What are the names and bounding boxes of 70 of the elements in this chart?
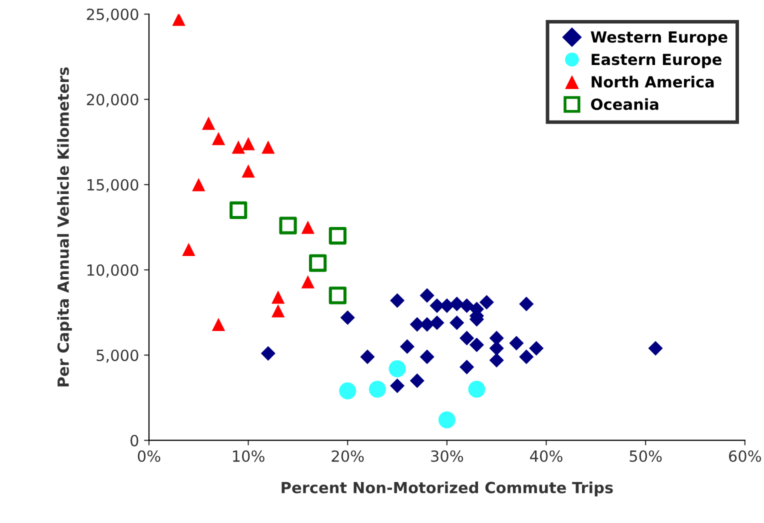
- point: [328, 226, 346, 245]
- point: [489, 330, 504, 346]
- point: [339, 382, 356, 400]
- point: [460, 360, 474, 374]
- x-tick-label: 60%: [728, 450, 762, 462]
- point: [410, 317, 424, 332]
- legend-label: Western Europe: [590, 31, 728, 46]
- point: [242, 164, 255, 178]
- point: [340, 310, 355, 325]
- point: [400, 339, 414, 354]
- legend-label: Oceania: [591, 98, 658, 110]
- point: [272, 290, 285, 304]
- point: [301, 275, 314, 288]
- legend-label: Eastern Europe: [592, 54, 722, 68]
- legend-label: North America: [592, 76, 714, 88]
- point: [262, 140, 275, 154]
- point: [390, 293, 405, 308]
- x-tick-label: 50%: [630, 450, 662, 462]
- point: [368, 380, 386, 398]
- y-tick-label: 10,000: [87, 264, 138, 278]
- point: [438, 411, 456, 428]
- point: [450, 315, 464, 330]
- point: [460, 330, 474, 346]
- y-tick-label: 25,000: [86, 8, 138, 22]
- x-axis-title: Percent Non-Motorized Commute Trips: [282, 482, 613, 496]
- point: [212, 318, 226, 332]
- point: [469, 338, 484, 352]
- point: [450, 296, 464, 312]
- x-tick-label: 10%: [233, 450, 264, 462]
- x-tick-label: 30%: [431, 450, 464, 462]
- point: [529, 341, 544, 356]
- point: [519, 296, 534, 312]
- point: [192, 178, 206, 192]
- point: [390, 378, 405, 394]
- point: [388, 360, 406, 378]
- point: [460, 298, 474, 313]
- y-tick-label: 5,000: [96, 350, 138, 363]
- point: [509, 336, 524, 350]
- point: [430, 315, 444, 330]
- point: [272, 304, 285, 318]
- point: [202, 116, 216, 130]
- x-tick-label: 20%: [332, 450, 364, 462]
- point: [301, 220, 314, 234]
- point: [230, 201, 248, 220]
- point: [648, 341, 663, 356]
- point: [212, 132, 226, 146]
- point: [440, 298, 454, 313]
- point: [420, 350, 434, 364]
- point: [232, 140, 245, 154]
- point: [309, 254, 327, 272]
- y-tick-label: 20,000: [86, 94, 138, 107]
- point: [489, 341, 504, 356]
- point: [420, 288, 434, 303]
- point: [172, 14, 186, 26]
- y-axis-title: Per Capita Annual Vehicle Kilometers: [57, 67, 72, 386]
- point: [468, 380, 486, 398]
- point: [519, 350, 534, 364]
- point: [410, 373, 424, 388]
- point: [182, 242, 196, 256]
- point: [242, 137, 255, 150]
- point: [279, 216, 297, 234]
- y-tick-label: 0: [130, 434, 138, 446]
- y-tick-label: 15,000: [87, 179, 138, 192]
- x-tick-label: 0%: [138, 450, 160, 462]
- x-tick-label: 40%: [530, 450, 562, 462]
- point: [489, 352, 504, 368]
- point: [479, 294, 494, 310]
- point: [328, 286, 346, 304]
- point: [360, 350, 375, 364]
- point: [260, 346, 276, 361]
